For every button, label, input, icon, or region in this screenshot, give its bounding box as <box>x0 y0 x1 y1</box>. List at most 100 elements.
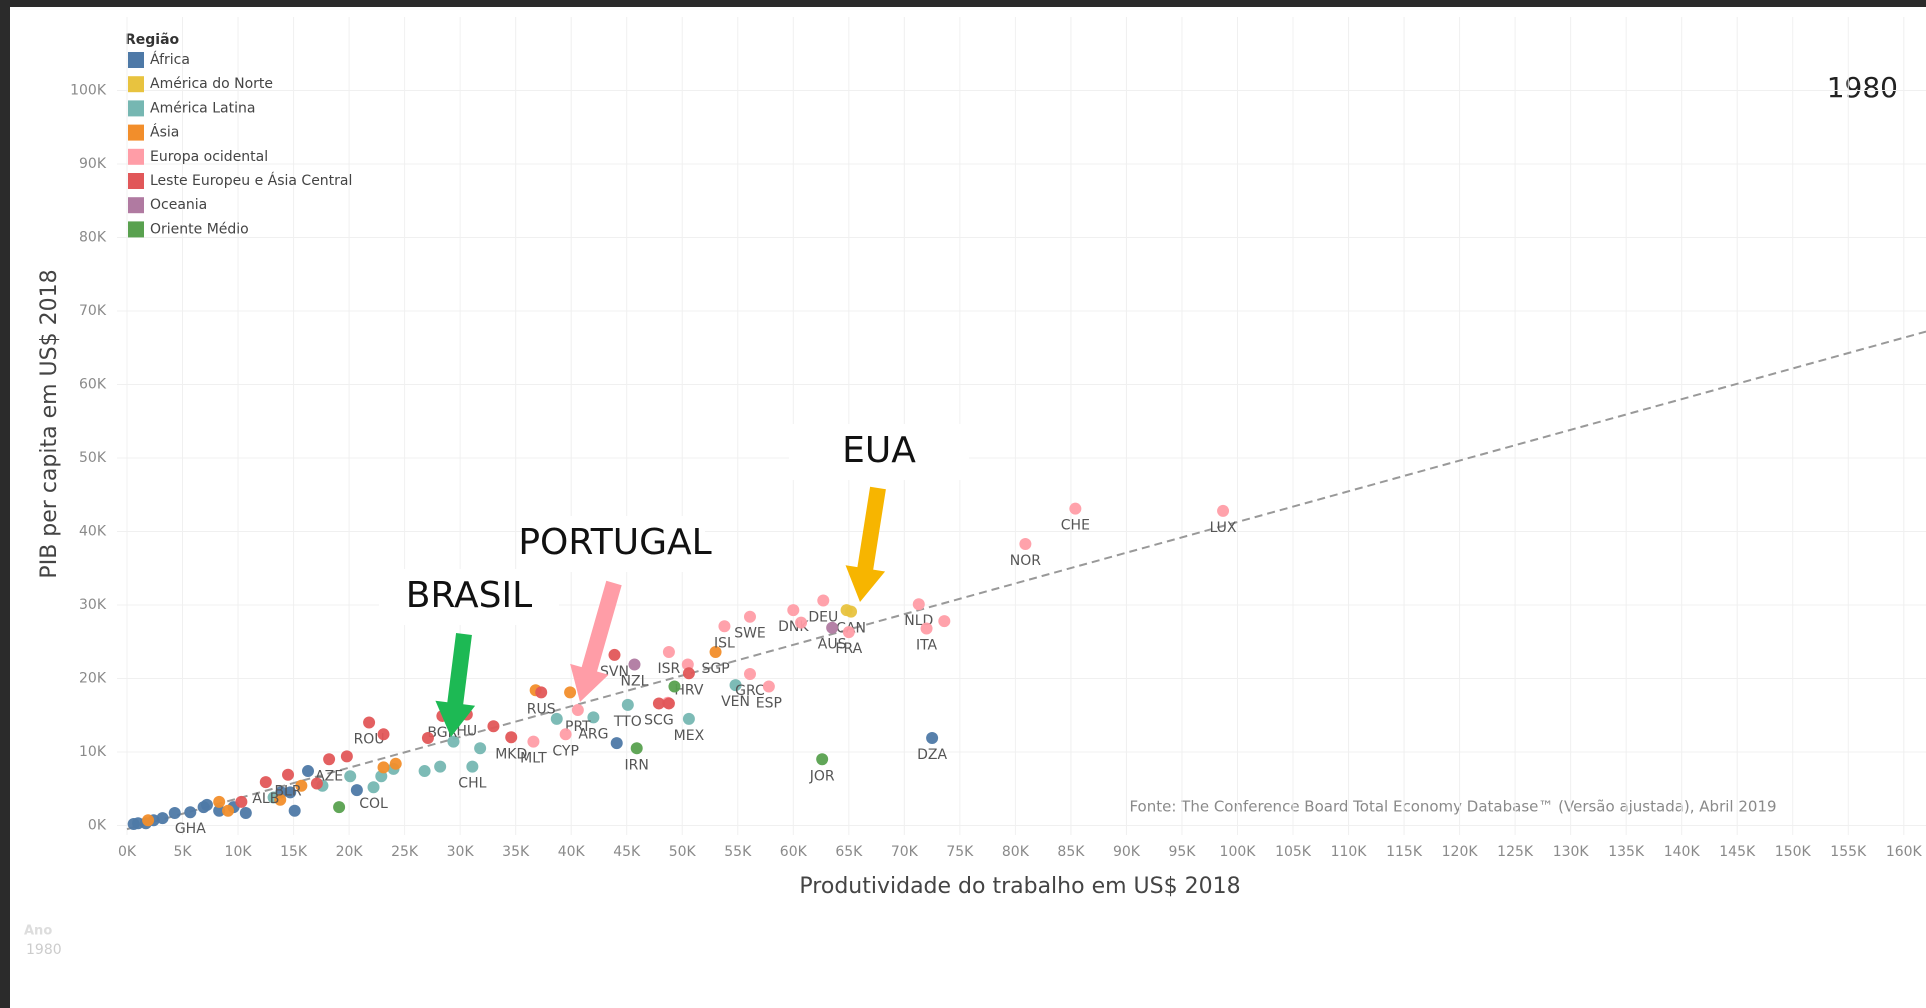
y-tick-label: 30K <box>79 597 107 613</box>
point-label: SCG <box>644 712 674 728</box>
legend-swatch <box>128 197 144 214</box>
x-axis-title: Produtividade do trabalho em US$ 2018 <box>799 874 1240 899</box>
x-tick-label: 130K <box>1553 844 1590 860</box>
point-label: MKD <box>495 746 527 762</box>
x-tick-label: 140K <box>1664 844 1701 860</box>
legend-swatch <box>128 52 144 68</box>
x-tick-label: 75K <box>946 844 974 860</box>
panel <box>10 7 1926 1008</box>
x-tick-label: 55K <box>724 844 752 860</box>
point-label: GRC <box>735 683 765 699</box>
data-point <box>621 698 634 711</box>
grid <box>117 17 1926 835</box>
data-point <box>274 793 287 806</box>
data-point <box>156 812 169 825</box>
legend-label: Leste Europeu e Ásia Central <box>150 172 352 189</box>
data-point <box>487 720 500 733</box>
data-point <box>340 750 353 763</box>
x-tick-label: 20K <box>336 844 364 860</box>
data-point <box>1019 537 1032 550</box>
point-label: CHL <box>458 776 486 792</box>
x-tick-label: 90K <box>1113 844 1141 860</box>
data-point <box>682 667 695 680</box>
point-label: PRT <box>565 719 591 735</box>
point-label: TTO <box>613 714 642 730</box>
data-point <box>842 626 855 639</box>
point-label: CYP <box>552 743 579 759</box>
point-label: ARG <box>578 726 608 742</box>
data-point <box>235 795 248 808</box>
legend-label: África <box>150 51 190 68</box>
data-point <box>284 786 297 799</box>
legend-label: Oceania <box>150 197 207 213</box>
data-point <box>367 781 380 794</box>
source: Fonte: The Conference Board Total Econom… <box>1129 798 1776 816</box>
legend-label: Ásia <box>150 124 179 141</box>
legend-swatch <box>128 221 144 238</box>
y-tick-label: 70K <box>79 303 107 319</box>
data-point <box>377 728 390 741</box>
legend-label: Oriente Médio <box>150 221 249 237</box>
filter-value: 1980 <box>26 942 62 958</box>
y-tick-label: 80K <box>79 229 107 245</box>
data-point <box>743 668 756 681</box>
data-point <box>505 731 518 744</box>
point-label: SGP <box>701 661 729 677</box>
data-point <box>168 806 181 819</box>
point-label: SWE <box>734 626 766 642</box>
year-label: 1980 <box>1827 71 1898 104</box>
data-point <box>564 686 577 699</box>
x-tick-label: 115K <box>1386 844 1423 860</box>
x-tick-label: 60K <box>780 844 808 860</box>
point-label: ESP <box>756 696 782 712</box>
x-tick-label: 120K <box>1442 844 1479 860</box>
data-point <box>550 712 563 725</box>
x-tick-label: 5K <box>173 844 192 860</box>
legend-swatch <box>128 173 144 189</box>
x-tick-label: 155K <box>1830 844 1867 860</box>
x-tick-label: 145K <box>1719 844 1756 860</box>
x-tick-label: 110K <box>1331 844 1368 860</box>
x-tick-label: 0K <box>118 844 137 860</box>
data-point <box>652 697 665 710</box>
data-point <box>587 711 600 724</box>
point-label: ROU <box>354 732 385 748</box>
annotation-box <box>379 569 559 625</box>
y-tick-label: 50K <box>79 450 107 466</box>
y-tick-label: 0K <box>88 817 107 833</box>
x-tick-label: 125K <box>1497 844 1534 860</box>
data-point <box>668 680 681 693</box>
data-point <box>434 760 447 773</box>
data-point <box>729 679 742 692</box>
point-label: ITA <box>916 637 938 653</box>
y-axis-title: PIB per capita em US$ 2018 <box>37 269 62 578</box>
legend-swatch <box>128 100 144 117</box>
data-point <box>239 806 252 819</box>
data-point <box>389 757 402 770</box>
point-label: IRN <box>625 757 649 773</box>
point-label: RUS <box>527 701 556 717</box>
point-label: HRV <box>674 682 703 698</box>
x-tick-label: 35K <box>502 844 530 860</box>
y-tick-label: 90K <box>79 156 107 172</box>
x-tick-label: 30K <box>447 844 475 860</box>
data-point <box>662 645 675 658</box>
data-point <box>912 598 925 611</box>
annotation-arrow <box>845 486 886 602</box>
data-point <box>840 604 853 617</box>
x-tick-label: 85K <box>1057 844 1085 860</box>
legend-label: América Latina <box>150 100 255 116</box>
data-point <box>310 777 323 790</box>
annotation-box <box>525 516 705 572</box>
data-point <box>743 610 756 623</box>
data-point <box>559 728 572 741</box>
x-tick-label: 45K <box>613 844 641 860</box>
data-point <box>377 761 390 774</box>
data-point <box>421 731 434 744</box>
point-label: AZE <box>315 768 343 784</box>
data-point <box>1069 502 1082 515</box>
data-point <box>610 737 623 750</box>
annotation-arrow <box>570 580 622 702</box>
data-point <box>762 680 775 693</box>
